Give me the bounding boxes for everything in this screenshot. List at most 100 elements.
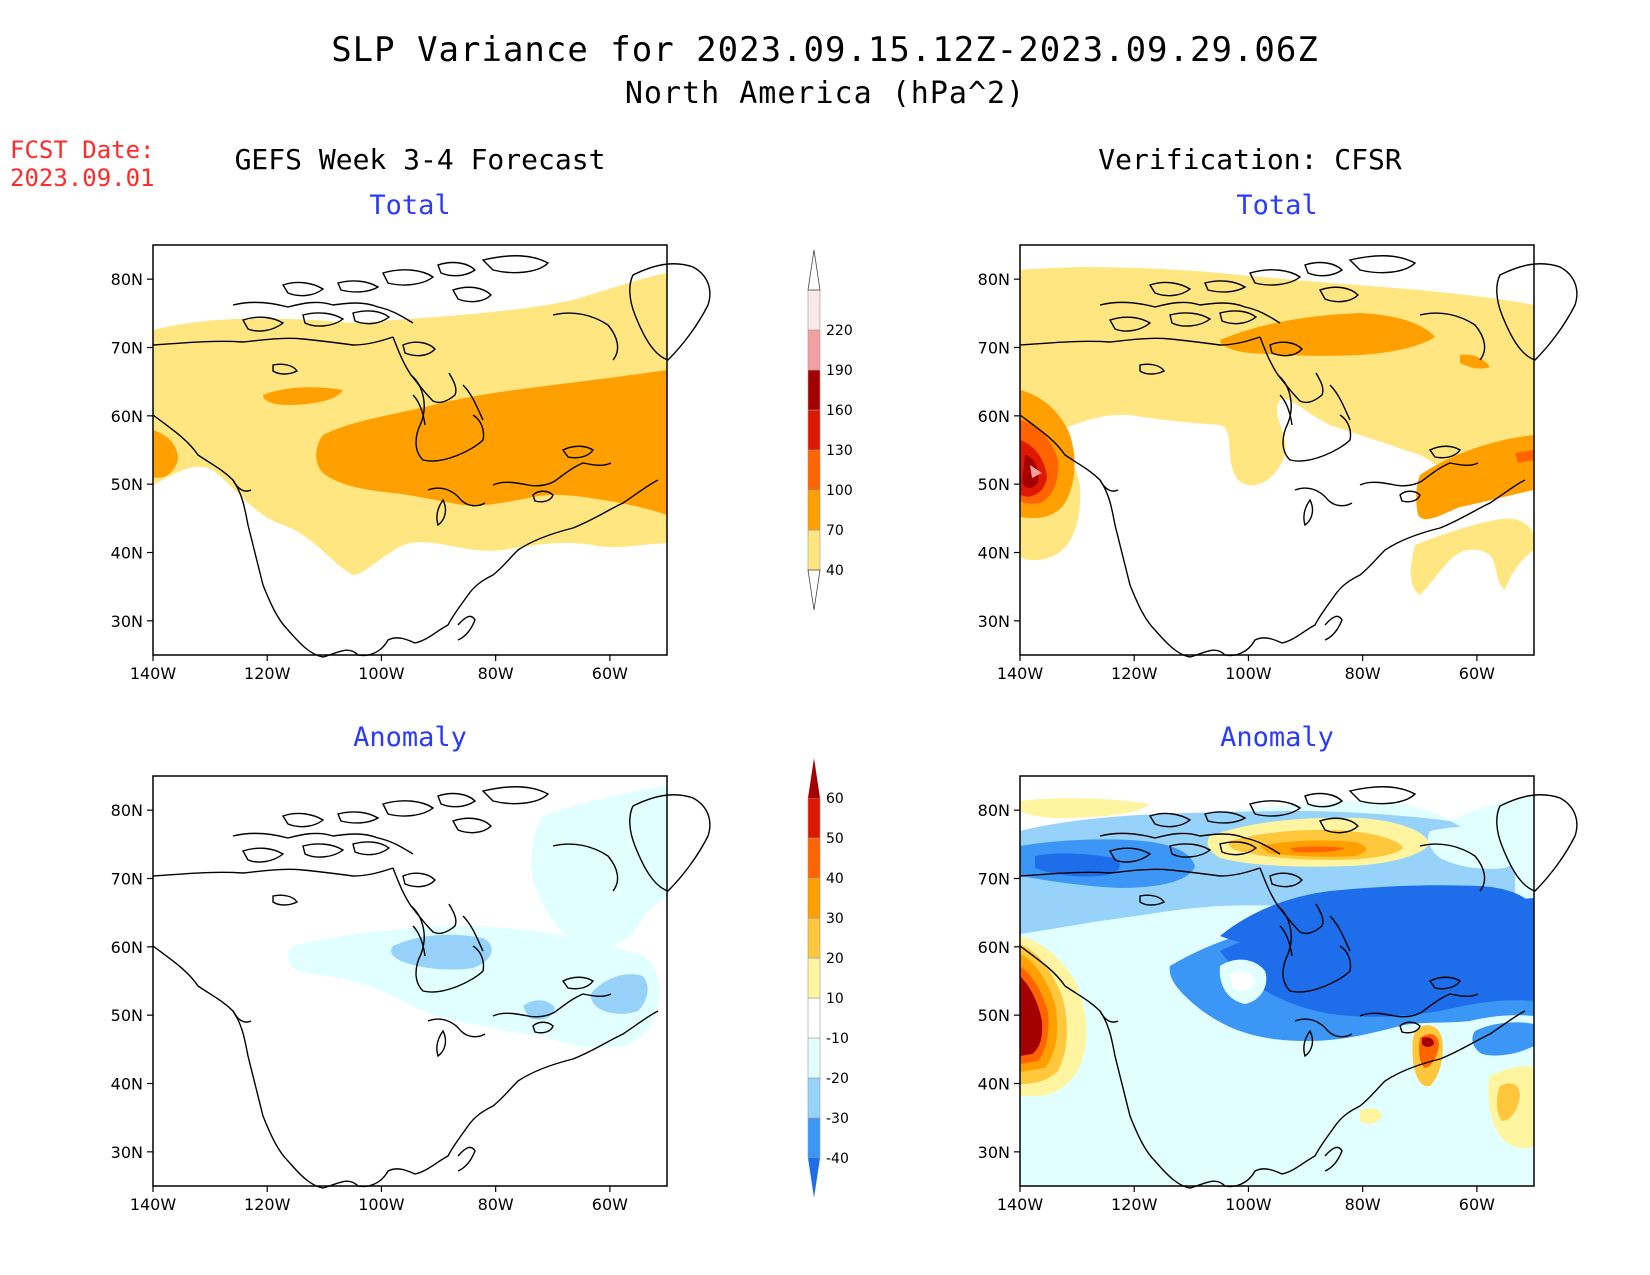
colorbar-total: 40 70 100 130 160 190 220: [807, 249, 853, 611]
axis-ticks-gefs-anomaly: 140W 120W 100W 80W 60W 80N 70N 60N 50N 40N 30N: [111, 801, 628, 1214]
lon-tick-label: 80W: [1345, 1195, 1381, 1214]
colorbar-anomaly-segment: [807, 837, 821, 879]
lat-tick-label: 70N: [978, 870, 1010, 889]
lon-tick-label: 140W: [997, 664, 1044, 683]
lon-tick-label: 60W: [1459, 664, 1495, 683]
colorbar-total-segment: [807, 329, 821, 371]
lat-tick-label: 40N: [978, 1075, 1010, 1094]
lat-tick-label: 70N: [111, 339, 143, 358]
colorbar-anomaly-label: -30: [826, 1111, 849, 1127]
map-cfsr-total: [1019, 244, 1578, 658]
panel-title-gefs-total: Total: [369, 190, 451, 221]
lat-tick-label: 80N: [111, 801, 143, 820]
panel-title-cfsr-anomaly: Anomaly: [1220, 722, 1334, 753]
lon-tick-label: 100W: [358, 664, 405, 683]
colorbar-anomaly-label: 10: [826, 991, 844, 1007]
colorbar-total-label: 190: [826, 363, 853, 379]
colorbar-anomaly-segment: [807, 917, 821, 959]
lat-tick-label: 30N: [111, 612, 143, 631]
colorbar-anomaly-segment: [807, 1117, 821, 1159]
lon-tick-label: 80W: [1345, 664, 1381, 683]
lon-tick-label: 120W: [244, 1195, 291, 1214]
lat-tick-label: 50N: [111, 475, 143, 494]
colorbar-anomaly-segment: [807, 1077, 821, 1119]
axis-ticks-cfsr-anomaly: 140W 120W 100W 80W 60W 80N 70N 60N 50N 40N 30N: [978, 801, 1495, 1214]
lat-tick-label: 80N: [111, 270, 143, 289]
lon-tick-label: 120W: [1111, 1195, 1158, 1214]
colorbar-total-segment: [807, 529, 821, 571]
colorbar-anomaly-label: -20: [826, 1071, 849, 1087]
lat-tick-label: 30N: [978, 1143, 1010, 1162]
colorbar-total-segment: [807, 449, 821, 491]
colorbar-total-label: 160: [826, 403, 853, 419]
lon-tick-label: 60W: [592, 664, 628, 683]
right-column-title: Verification: CFSR: [1098, 143, 1402, 176]
colorbar-total-label: 220: [826, 323, 853, 339]
colorbar-anomaly-label: 30: [826, 911, 844, 927]
lon-tick-label: 120W: [1111, 664, 1158, 683]
lat-tick-label: 60N: [978, 407, 1010, 426]
lon-tick-label: 80W: [478, 1195, 514, 1214]
colorbar-anomaly-top-arrow: [808, 758, 820, 798]
lon-tick-label: 100W: [1225, 664, 1272, 683]
main-title: SLP Variance for 2023.09.15.12Z-2023.09.…: [331, 30, 1319, 70]
lon-tick-label: 60W: [592, 1195, 628, 1214]
colorbar-anomaly-segment: [807, 957, 821, 999]
fcst-date-value: 2023.09.01: [10, 164, 155, 192]
lat-tick-label: 50N: [111, 1006, 143, 1025]
lon-tick-label: 60W: [1459, 1195, 1495, 1214]
lon-tick-label: 140W: [997, 1195, 1044, 1214]
colorbar-total-bottom-arrow: [807, 569, 821, 611]
lat-tick-label: 30N: [978, 612, 1010, 631]
colorbar-total-label: 130: [826, 443, 853, 459]
lat-tick-label: 40N: [978, 544, 1010, 563]
colorbar-anomaly-label: 20: [826, 951, 844, 967]
map-gefs-total: [152, 244, 711, 658]
colorbar-anomaly-label: 60: [826, 791, 844, 807]
colorbar-anomaly-segment: [807, 1037, 821, 1079]
map-gefs-anomaly: [152, 775, 711, 1189]
lon-tick-label: 120W: [244, 664, 291, 683]
colorbar-anomaly-segment: [807, 877, 821, 919]
left-column-title: GEFS Week 3-4 Forecast: [234, 143, 606, 176]
colorbar-anomaly-label: -40: [826, 1151, 849, 1167]
colorbar-total-segment: [807, 369, 821, 411]
colorbar-anomaly-label: 40: [826, 871, 844, 887]
lat-tick-label: 80N: [978, 801, 1010, 820]
colorbar-total-top-arrow: [807, 249, 821, 291]
lat-tick-label: 40N: [111, 1075, 143, 1094]
lat-tick-label: 60N: [111, 407, 143, 426]
lon-tick-label: 80W: [478, 664, 514, 683]
lat-tick-label: 30N: [111, 1143, 143, 1162]
lat-tick-label: 60N: [111, 938, 143, 957]
fcst-date-label: FCST Date:: [10, 136, 155, 164]
lat-tick-label: 50N: [978, 475, 1010, 494]
lat-tick-label: 60N: [978, 938, 1010, 957]
colorbar-anomaly-label: 50: [826, 831, 844, 847]
colorbar-total-label: 100: [826, 483, 853, 499]
colorbar-total-segment: [807, 409, 821, 451]
colorbar-total-label: 70: [826, 523, 844, 539]
lat-tick-label: 40N: [111, 544, 143, 563]
panel-title-gefs-anomaly: Anomaly: [353, 722, 467, 753]
lat-tick-label: 70N: [111, 870, 143, 889]
lat-tick-label: 70N: [978, 339, 1010, 358]
colorbar-anomaly-label: -10: [826, 1031, 849, 1047]
panel-title-cfsr-total: Total: [1236, 190, 1318, 221]
colorbar-total-segment: [807, 489, 821, 531]
lon-tick-label: 140W: [130, 664, 177, 683]
lat-tick-label: 50N: [978, 1006, 1010, 1025]
colorbar-total-segment: [807, 289, 821, 331]
axis-ticks-gefs-total: 140W 120W 100W 80W 60W 80N 70N 60N 50N 40N 30N: [111, 270, 628, 683]
axis-ticks-cfsr-total: 140W 120W 100W 80W 60W 80N 70N 60N 50N 40N 30N: [978, 270, 1495, 683]
colorbar-total-label: 40: [826, 563, 844, 579]
fcst-date: FCST Date: 2023.09.01: [10, 136, 155, 192]
main-subtitle: North America (hPa^2): [624, 76, 1026, 111]
lon-tick-label: 140W: [130, 1195, 177, 1214]
colorbar-anomaly-segment: [807, 997, 821, 1039]
lon-tick-label: 100W: [358, 1195, 405, 1214]
map-cfsr-anomaly: [1019, 775, 1578, 1189]
lat-tick-label: 80N: [978, 270, 1010, 289]
colorbar-anomaly-segment: [807, 797, 821, 839]
lon-tick-label: 100W: [1225, 1195, 1272, 1214]
